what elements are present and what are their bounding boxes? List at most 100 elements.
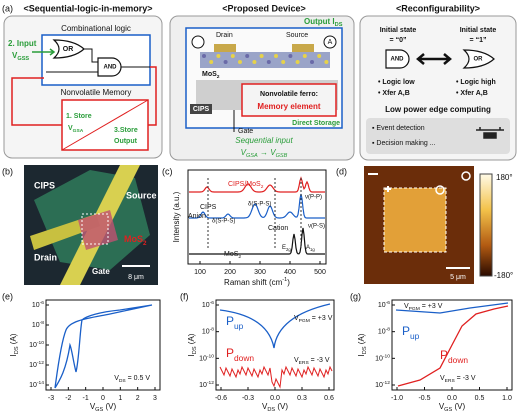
text-part: (A) (9, 333, 18, 346)
text-part: -8 (386, 326, 391, 332)
text-part: ERS (299, 360, 310, 366)
atom (302, 54, 307, 58)
iv-curve (395, 302, 509, 314)
text-part: P (402, 324, 410, 338)
text-part: → V (258, 148, 276, 157)
label: IDS (A) (357, 333, 368, 356)
text-part: A (306, 245, 310, 251)
text-part: V (404, 303, 409, 310)
text-part: GS (95, 407, 103, 413)
text-part: -1 (282, 277, 287, 283)
x-tick-label: 100 (194, 269, 206, 276)
label: ν(P-P) (305, 195, 322, 201)
y-tick-label: 10-6 (378, 300, 390, 309)
memory-element (241, 83, 337, 117)
wire (46, 48, 150, 73)
arrow (32, 48, 56, 56)
atom (295, 60, 300, 64)
text-part: V (440, 375, 445, 382)
or-gate (462, 49, 495, 69)
text-part: 10 (202, 329, 210, 336)
label: OR (474, 57, 484, 63)
label: CIPS (200, 204, 217, 211)
label: 8 μm (128, 274, 144, 281)
text-part: P (440, 348, 448, 362)
label: VGS (V) (90, 402, 117, 413)
y-tick-label: 10-6 (32, 300, 44, 309)
label: • Logic high (456, 79, 496, 86)
panel-label: (d) (336, 166, 347, 176)
text-part: V (90, 402, 96, 411)
label: CIPS (34, 180, 55, 190)
x-tick-label: 0.5 (475, 395, 485, 402)
text-part: -10 (37, 340, 44, 346)
label: E2g (282, 245, 291, 252)
and-gate (97, 57, 122, 77)
label: VERS = -3 V (440, 375, 476, 384)
text-part: 2 (238, 254, 241, 260)
colorbar (479, 173, 493, 277)
y-tick-label: 10-8 (202, 326, 214, 335)
label: IDS (A) (187, 333, 198, 356)
atom (288, 54, 293, 58)
label: ▪ Decision making ... (372, 140, 436, 147)
label: Pdown (226, 346, 254, 363)
text-part: 10 (378, 302, 386, 309)
text-part: 10 (29, 362, 37, 369)
text-part: Output I (304, 17, 335, 26)
text-part: ERS (445, 378, 456, 384)
section-title: <Proposed Device> (222, 3, 306, 13)
atom (223, 60, 228, 64)
use-box (366, 118, 510, 154)
label: Source (286, 32, 308, 39)
atom (266, 60, 271, 64)
text-part: 10 (199, 355, 207, 362)
text-part: V (241, 148, 247, 157)
poled-region (383, 187, 447, 253)
label: Raman shift (cm-1) (224, 277, 290, 287)
text-part: = +3 V (420, 303, 443, 310)
text-part: 2 (261, 184, 264, 190)
atom (324, 60, 329, 64)
atom (209, 60, 214, 64)
text-part: GS (444, 407, 452, 413)
text-part: DS (14, 346, 20, 354)
text-part: MoS (202, 71, 217, 78)
text-part: P (226, 314, 234, 328)
electrode (292, 44, 314, 52)
text-part: DS (119, 378, 127, 384)
label: Drain (216, 32, 233, 39)
label: Initial state (380, 27, 417, 34)
atom (238, 60, 242, 64)
label: Initial state (460, 27, 497, 34)
atom (274, 54, 278, 58)
text-part: = +3 V (310, 315, 333, 322)
text-part: = -3 V (455, 375, 476, 382)
label: IDS (A) (9, 333, 20, 356)
text-part: 10 (375, 355, 383, 362)
tip-mark (435, 185, 445, 195)
text-part: V (294, 315, 299, 322)
text-part: = 0.5 V (126, 375, 151, 382)
text-part: DS (192, 346, 198, 354)
label: • Xfer A,B (456, 90, 488, 97)
label: δ(S-P-S) (248, 202, 271, 208)
tip-mark (461, 171, 471, 181)
text-part: -6 (210, 300, 215, 306)
text-part: ) (287, 278, 290, 287)
label: • Xfer A,B (378, 90, 410, 97)
plus-mark (385, 186, 391, 192)
x-tick-label: 300 (254, 269, 266, 276)
text-part: GSA (73, 128, 84, 134)
label: ν(P-S) (308, 224, 325, 230)
text-part: GSA (246, 153, 258, 159)
label: CIPS/MoS2 (228, 181, 264, 190)
atom (252, 60, 257, 64)
source-symbol (191, 35, 205, 49)
label: 2. Input (8, 39, 37, 48)
label: = “1” (470, 37, 487, 44)
text-part: Raman shift (cm (224, 278, 283, 287)
label: VDS (V) (262, 402, 288, 413)
label: AND (104, 65, 118, 71)
text-part: V (439, 402, 445, 411)
